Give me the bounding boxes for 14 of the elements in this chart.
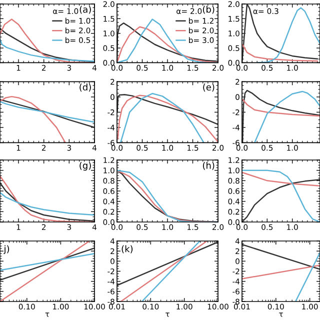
annotation: (k) xyxy=(122,245,133,254)
annotation: (d) xyxy=(80,84,91,92)
line-series xyxy=(242,98,320,117)
line-series xyxy=(242,4,318,63)
line-series xyxy=(254,90,320,143)
annotation: (b) xyxy=(202,6,214,14)
annotation: j) xyxy=(4,245,10,254)
line-series xyxy=(242,172,320,186)
annotation: (h) xyxy=(202,162,214,170)
annotation: (e) xyxy=(203,84,214,92)
line-series xyxy=(117,94,218,126)
annotation: (g) xyxy=(80,162,91,171)
line-series xyxy=(120,92,204,143)
annotation: (a) xyxy=(80,6,91,14)
